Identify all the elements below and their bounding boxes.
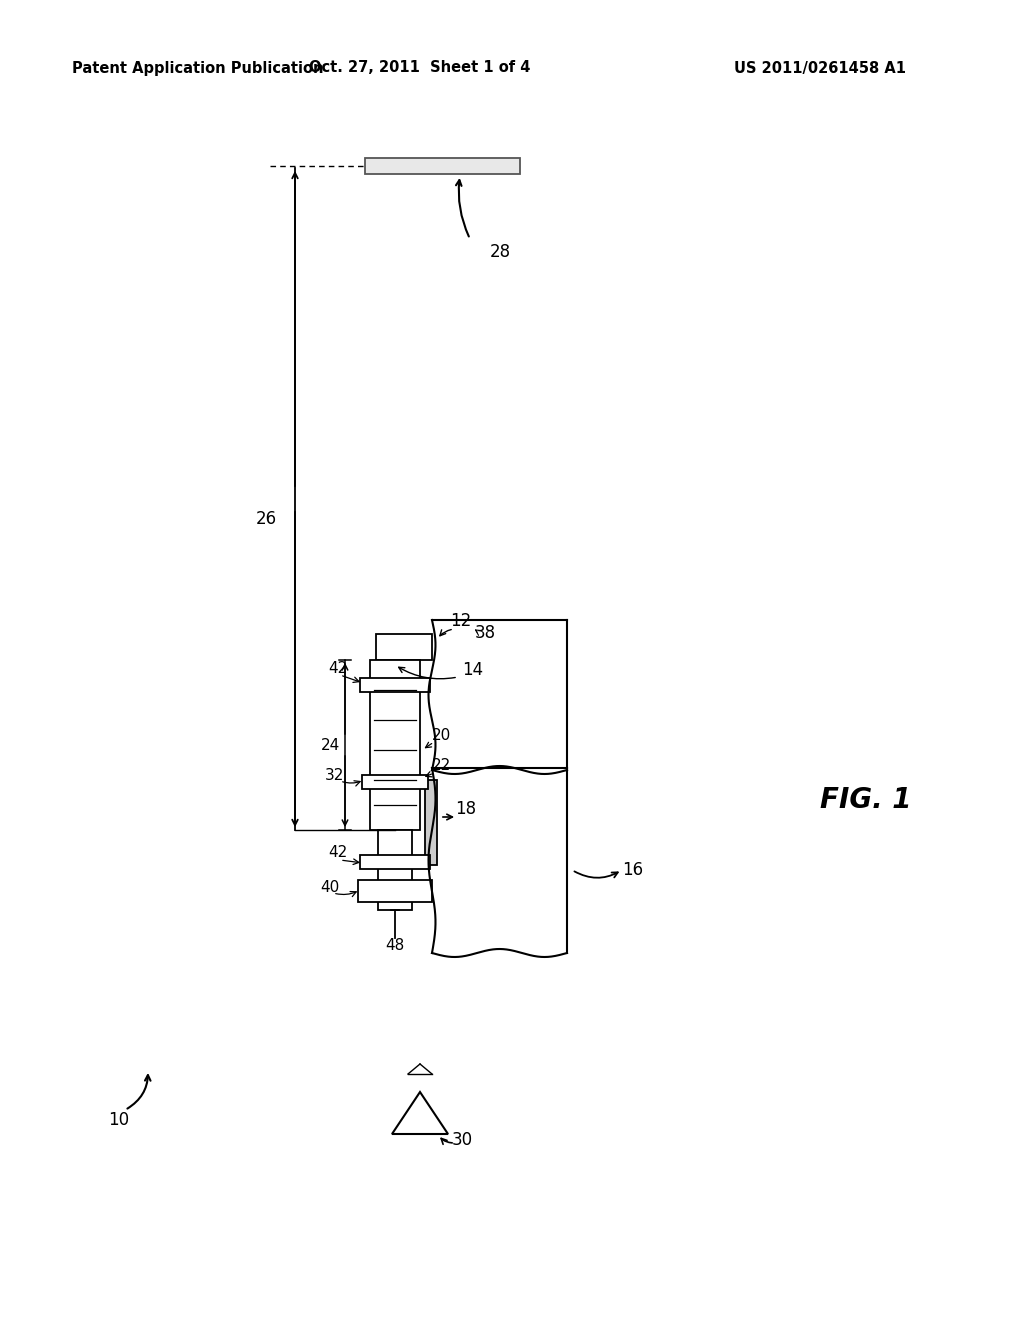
Text: 22: 22 — [432, 758, 452, 774]
Text: 16: 16 — [622, 861, 643, 879]
Text: 40: 40 — [319, 880, 339, 895]
Bar — [376, 634, 432, 660]
Text: Patent Application Publication: Patent Application Publication — [72, 61, 324, 75]
Bar — [360, 855, 430, 869]
Bar — [370, 660, 420, 830]
Text: 48: 48 — [385, 939, 404, 953]
Text: 30: 30 — [452, 1131, 473, 1148]
Text: 12: 12 — [450, 612, 471, 630]
Bar — [360, 678, 430, 692]
Text: 38: 38 — [475, 624, 496, 642]
Text: 18: 18 — [455, 800, 476, 818]
Text: Oct. 27, 2011  Sheet 1 of 4: Oct. 27, 2011 Sheet 1 of 4 — [309, 61, 530, 75]
Text: 42: 42 — [328, 661, 347, 676]
Bar — [425, 780, 437, 865]
Text: 24: 24 — [321, 738, 340, 752]
Text: 10: 10 — [108, 1111, 129, 1129]
Text: US 2011/0261458 A1: US 2011/0261458 A1 — [734, 61, 906, 75]
Text: 20: 20 — [432, 729, 452, 743]
Bar — [378, 830, 412, 909]
Polygon shape — [392, 1092, 449, 1134]
Text: 32: 32 — [325, 768, 344, 783]
Bar — [358, 880, 432, 902]
Text: 14: 14 — [462, 661, 483, 678]
Bar — [365, 158, 520, 174]
Bar — [362, 775, 428, 789]
Text: 26: 26 — [256, 510, 278, 528]
Text: 28: 28 — [490, 243, 511, 261]
Text: FIG. 1: FIG. 1 — [820, 785, 911, 814]
Text: 42: 42 — [328, 845, 347, 861]
